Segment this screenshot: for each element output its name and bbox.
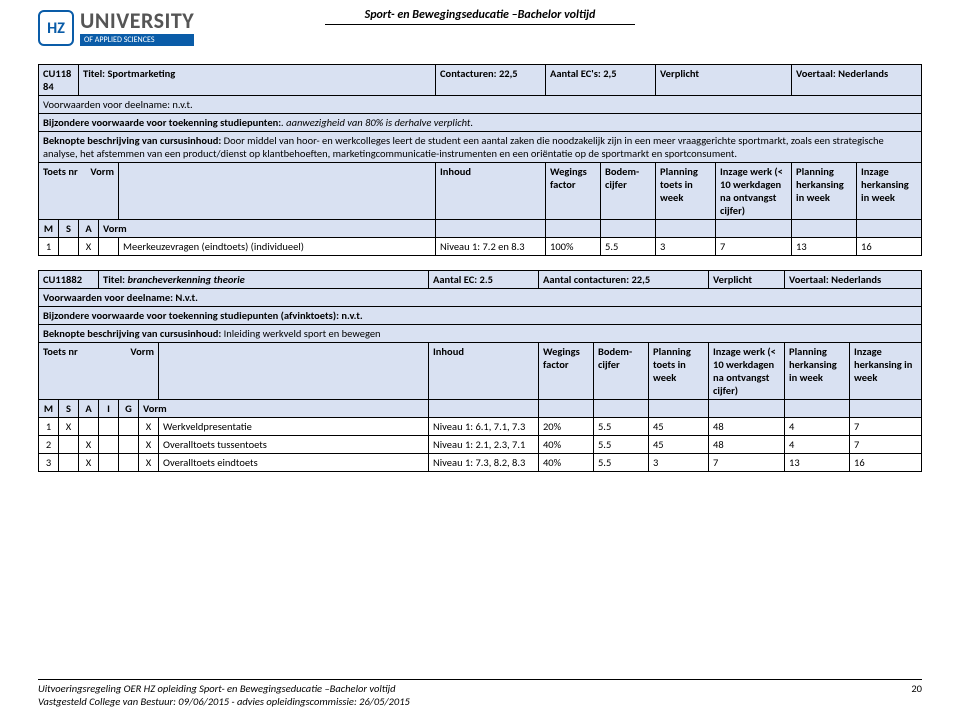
c2-col-toets: Toets nrVorm — [39, 343, 159, 400]
c1-col-vorm: Toets nrVorm — [39, 163, 119, 220]
c1-prereq: Voorwaarden voor deelname: n.v.t. — [39, 96, 922, 114]
c1-mandatory: Verplicht — [656, 65, 792, 96]
c2-col-inz2: Inzage herkansing in week — [850, 343, 922, 400]
c2-vorm2: Vorm — [139, 400, 429, 418]
c1-ec: Aantal EC's: 2,5 — [546, 65, 656, 96]
c1-special: Bijzondere voorwaarde voor toekenning st… — [39, 114, 922, 132]
c2-col-inz1: Inzage werk (< 10 werkdagen na ontvangst… — [709, 343, 785, 400]
c1-A: A — [79, 220, 99, 238]
c2-code: CU11882 — [39, 271, 99, 289]
c2-col-inhoud: Inhoud — [428, 343, 538, 400]
c2-mandatory: Verplicht — [709, 271, 785, 289]
c2-col-plan: Planning toets in week — [648, 343, 708, 400]
c2-desc: Beknopte beschrijving van cursusinhoud: … — [39, 325, 922, 343]
page-number: 20 — [911, 682, 922, 708]
c1-M: M — [39, 220, 59, 238]
c1-col-plan: Planning toets in week — [656, 163, 716, 220]
c2-prereq: Voorwaarden voor deelname: N.v.t. — [39, 289, 922, 307]
c1-title: Titel: Sportmarketing — [79, 65, 436, 96]
course2-table: CU11882 Titel: brancheverkenning theorie… — [38, 270, 922, 472]
c2-title: Titel: brancheverkenning theorie — [99, 271, 429, 289]
c2-A: A — [79, 400, 99, 418]
table-row: 1 X X Werkveldpresentatie Niveau 1: 6.1,… — [39, 418, 922, 436]
c2-contact: Aantal contacturen: 22,5 — [538, 271, 708, 289]
c2-lang: Voertaal: Nederlands — [785, 271, 922, 289]
c1-col-inhoud: Inhoud — [436, 163, 546, 220]
c2-col-vorm-span — [159, 343, 429, 400]
c1-vorm2: Vorm — [99, 220, 436, 238]
c1-col-inz2: Inzage herkansing in week — [857, 163, 922, 220]
c1-desc: Beknopte beschrijving van cursusinhoud: … — [39, 132, 922, 163]
c2-col-bodem: Bodem-cijfer — [593, 343, 648, 400]
c1-S: S — [59, 220, 79, 238]
table-row: 2 X X Overalltoets tussentoets Niveau 1:… — [39, 436, 922, 454]
c1-col-weg: Wegings factor — [546, 163, 601, 220]
c2-M: M — [39, 400, 59, 418]
doc-title: Sport- en Bewegingseducatie –Bachelor vo… — [0, 8, 960, 25]
c2-col-weg: Wegings factor — [538, 343, 593, 400]
c2-S: S — [59, 400, 79, 418]
c1-col-vorm-span — [119, 163, 436, 220]
table-row: 1 X Meerkeuzevragen (eindtoets) (individ… — [39, 238, 922, 256]
c2-I: I — [99, 400, 119, 418]
c1-code: CU11884 — [39, 65, 79, 96]
c2-special: Bijzondere voorwaarde voor toekenning st… — [39, 307, 922, 325]
c2-col-herk: Planning herkansing in week — [785, 343, 850, 400]
table-row: 3 X X Overalltoets eindtoets Niveau 1: 7… — [39, 454, 922, 472]
c2-ec: Aantal EC: 2.5 — [428, 271, 538, 289]
footer-line2: Vastgesteld College van Bestuur: 09/06/2… — [38, 695, 410, 708]
c1-lang: Voertaal: Nederlands — [792, 65, 922, 96]
footer-line1: Uitvoeringsregeling OER HZ opleiding Spo… — [38, 682, 410, 695]
c1-col-bodem: Bodem-cijfer — [601, 163, 656, 220]
c1-col-inz1: Inzage werk (< 10 werkdagen na ontvangst… — [716, 163, 792, 220]
c1-contact: Contacturen: 22,5 — [436, 65, 546, 96]
c2-G: G — [119, 400, 139, 418]
footer: Uitvoeringsregeling OER HZ opleiding Spo… — [38, 679, 922, 708]
c1-col-herk: Planning herkansing in week — [792, 163, 857, 220]
course1-table: CU11884 Titel: Sportmarketing Contacture… — [38, 64, 922, 256]
logo-line2: OF APPLIED SCIENCES — [80, 34, 194, 46]
